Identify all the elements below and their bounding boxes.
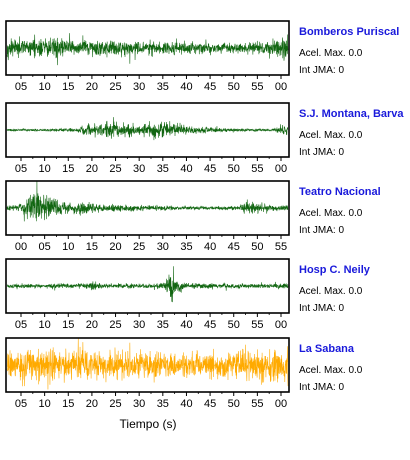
station-name: Teatro Nacional [299, 186, 381, 198]
station-name: S.J. Montana, Barva [299, 108, 404, 120]
x-tick-label: 50 [228, 319, 240, 331]
x-tick-label: 35 [180, 241, 192, 253]
plot-frame [5, 20, 290, 76]
x-tick-label: 15 [62, 398, 74, 410]
max-acceleration: Acel. Max. 0.0 [299, 208, 363, 219]
x-tick-label: 30 [133, 163, 145, 175]
x-tick-label: 35 [157, 81, 169, 93]
jma-intensity: Int JMA: 0 [299, 382, 344, 393]
x-tick-label: 50 [251, 241, 263, 253]
jma-intensity: Int JMA: 0 [299, 225, 344, 236]
x-tick-label: 05 [15, 319, 27, 331]
x-axis-title: Tiempo (s) [120, 417, 177, 431]
x-tick-label: 55 [275, 241, 287, 253]
x-tick-label: 00 [15, 241, 27, 253]
x-tick-label: 00 [275, 163, 287, 175]
jma-intensity: Int JMA: 0 [299, 147, 344, 158]
x-tick-label: 45 [204, 81, 216, 93]
x-tick-label: 40 [204, 241, 216, 253]
waveform-trace [6, 338, 289, 390]
x-tick-label: 15 [62, 81, 74, 93]
x-tick-label: 55 [251, 398, 263, 410]
station-panel: 05 10 15 20 25 30 35 40 45 50 55 00 Bomberos Purisca… [5, 20, 399, 93]
x-tick-label: 25 [109, 319, 121, 331]
max-acceleration: Acel. Max. 0.0 [299, 286, 363, 297]
station-panel: 05 10 15 20 25 30 35 40 45 50 55 00 Hosp C. Neily Ace… [5, 258, 371, 331]
x-tick-label: 45 [228, 241, 240, 253]
station-panel: 00 05 10 15 20 25 30 35 40 45 50 55 Teatro Nacional A… [5, 180, 381, 253]
x-tick-label: 20 [86, 163, 98, 175]
x-tick-label: 20 [86, 81, 98, 93]
x-tick-label: 05 [39, 241, 51, 253]
x-tick-label: 05 [15, 398, 27, 410]
x-tick-label: 20 [86, 398, 98, 410]
station-name: La Sabana [299, 343, 355, 355]
waveform-trace [6, 33, 289, 66]
x-tick-label: 35 [157, 398, 169, 410]
x-tick-label: 00 [275, 81, 287, 93]
max-acceleration: Acel. Max. 0.0 [299, 130, 363, 141]
x-tick-label: 50 [228, 163, 240, 175]
x-tick-label: 05 [15, 163, 27, 175]
x-tick-label: 40 [180, 398, 192, 410]
x-tick-label: 55 [251, 319, 263, 331]
x-tick-label: 10 [39, 81, 51, 93]
x-tick-label: 15 [62, 319, 74, 331]
x-tick-label: 10 [39, 398, 51, 410]
plot-frame [5, 102, 290, 158]
x-tick-label: 55 [251, 81, 263, 93]
jma-intensity: Int JMA: 0 [299, 303, 344, 314]
x-tick-label: 35 [157, 319, 169, 331]
x-tick-label: 25 [133, 241, 145, 253]
max-acceleration: Acel. Max. 0.0 [299, 365, 363, 376]
x-tick-label: 15 [62, 163, 74, 175]
x-tick-label: 25 [109, 398, 121, 410]
station-panel: 05 10 15 20 25 30 35 40 45 50 55 00 S.J. Montana, Ba… [5, 102, 404, 175]
x-tick-label: 00 [275, 319, 287, 331]
x-tick-label: 40 [180, 163, 192, 175]
x-tick-label: 50 [228, 398, 240, 410]
x-tick-label: 20 [109, 241, 121, 253]
x-tick-label: 30 [133, 398, 145, 410]
x-tick-label: 00 [275, 398, 287, 410]
x-tick-label: 10 [39, 163, 51, 175]
x-tick-label: 45 [204, 398, 216, 410]
x-tick-label: 05 [15, 81, 27, 93]
x-tick-label: 55 [251, 163, 263, 175]
x-tick-label: 15 [86, 241, 98, 253]
x-tick-label: 30 [133, 81, 145, 93]
waveform-trace [6, 117, 289, 141]
x-tick-label: 45 [204, 319, 216, 331]
x-tick-label: 30 [157, 241, 169, 253]
station-name: Hosp C. Neily [299, 264, 371, 276]
x-tick-label: 25 [109, 163, 121, 175]
waveform-trace [6, 266, 289, 303]
waveform-trace [6, 181, 289, 222]
x-tick-label: 45 [204, 163, 216, 175]
x-tick-label: 40 [180, 319, 192, 331]
max-acceleration: Acel. Max. 0.0 [299, 48, 363, 59]
x-tick-label: 20 [86, 319, 98, 331]
x-tick-label: 10 [62, 241, 74, 253]
station-panel: 05 10 15 20 25 30 35 40 45 50 55 00 La Sabana Acel. M… [5, 337, 363, 410]
plot-frame [5, 258, 290, 314]
jma-intensity: Int JMA: 0 [299, 65, 344, 76]
x-tick-label: 50 [228, 81, 240, 93]
x-tick-label: 30 [133, 319, 145, 331]
x-tick-label: 25 [109, 81, 121, 93]
x-tick-label: 10 [39, 319, 51, 331]
station-name: Bomberos Puriscal [299, 26, 399, 38]
plot-frame [5, 180, 290, 236]
plot-frame [5, 337, 290, 393]
x-tick-label: 40 [180, 81, 192, 93]
x-tick-label: 35 [157, 163, 169, 175]
